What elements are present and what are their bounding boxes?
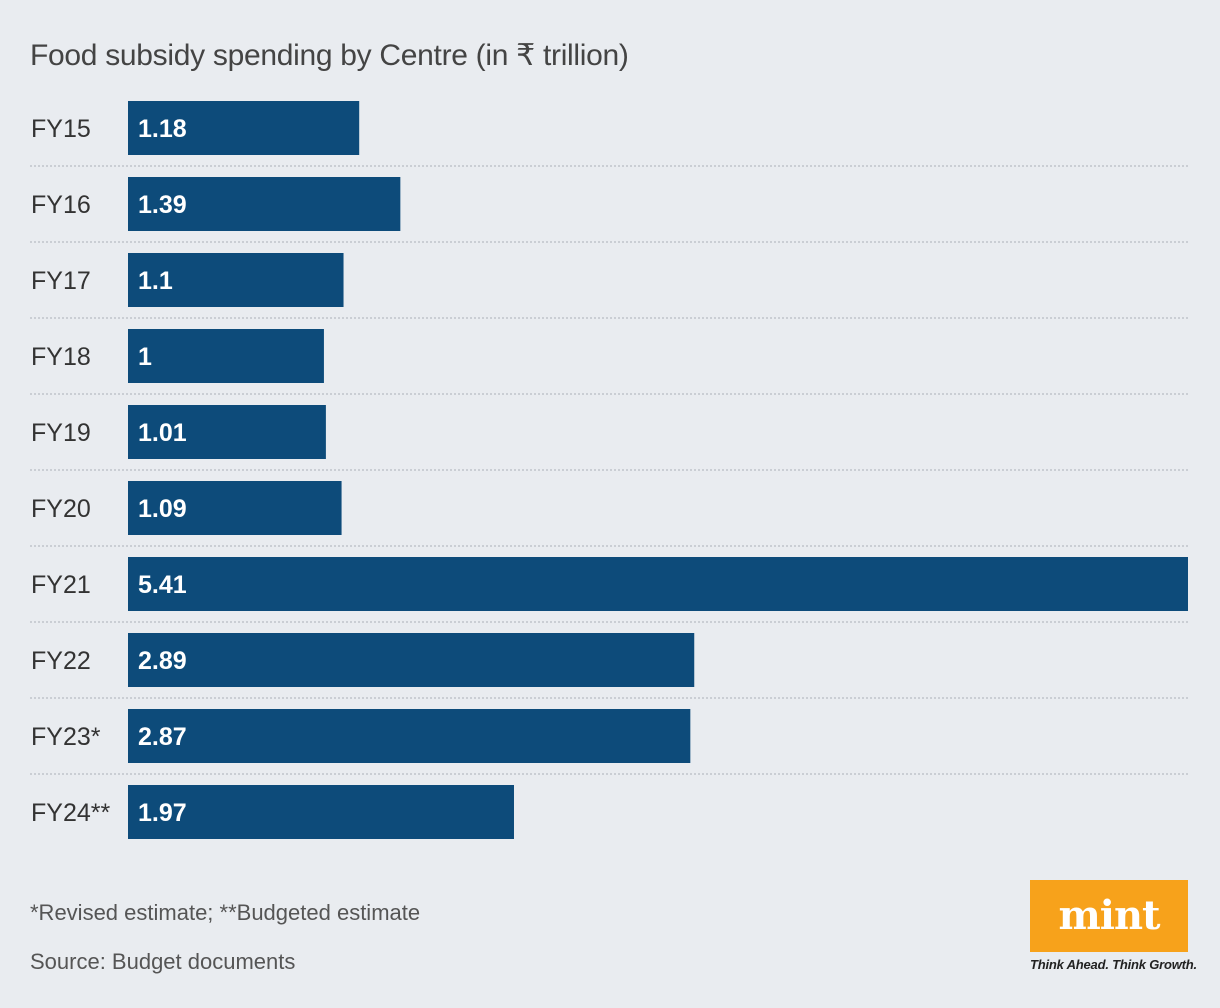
category-label: FY17 (31, 267, 91, 295)
bar (128, 481, 342, 535)
category-label: FY22 (31, 647, 91, 675)
category-label: FY19 (31, 419, 91, 447)
mint-logo: mint (1030, 880, 1188, 952)
category-label: FY23* (31, 723, 101, 751)
category-label: FY15 (31, 115, 91, 143)
value-label: 1 (138, 343, 152, 371)
category-label: FY20 (31, 495, 91, 523)
bar (128, 557, 1188, 611)
chart-title: Food subsidy spending by Centre (in ₹ tr… (30, 39, 629, 72)
bar-chart: FY15 1.18 FY16 1.39 FY17 1.1 FY18 1 FY19 1.01 FY20… (30, 101, 1188, 839)
bar (128, 785, 514, 839)
bar (128, 101, 360, 155)
bar (128, 405, 326, 459)
logo-word: mint (1058, 892, 1160, 939)
value-label: 2.87 (138, 723, 187, 751)
value-label: 1.39 (138, 191, 187, 219)
category-label: FY21 (31, 571, 91, 599)
bar (128, 329, 324, 383)
value-label: 1.97 (138, 799, 187, 827)
value-label: 5.41 (138, 571, 187, 599)
category-label: FY16 (31, 191, 91, 219)
bar (128, 253, 344, 307)
value-label: 1.1 (138, 267, 173, 295)
value-label: 2.89 (138, 647, 187, 675)
value-label: 1.09 (138, 495, 187, 523)
value-label: 1.01 (138, 419, 187, 447)
category-label: FY18 (31, 343, 91, 371)
bar (128, 709, 691, 763)
bar (128, 177, 401, 231)
source-note: Source: Budget documents (30, 949, 296, 974)
category-label: FY24** (31, 799, 110, 827)
bar (128, 633, 695, 687)
value-label: 1.18 (138, 115, 187, 143)
logo-tagline: Think Ahead. Think Growth. (1030, 957, 1197, 972)
footnote: *Revised estimate; **Budgeted estimate (30, 900, 421, 925)
